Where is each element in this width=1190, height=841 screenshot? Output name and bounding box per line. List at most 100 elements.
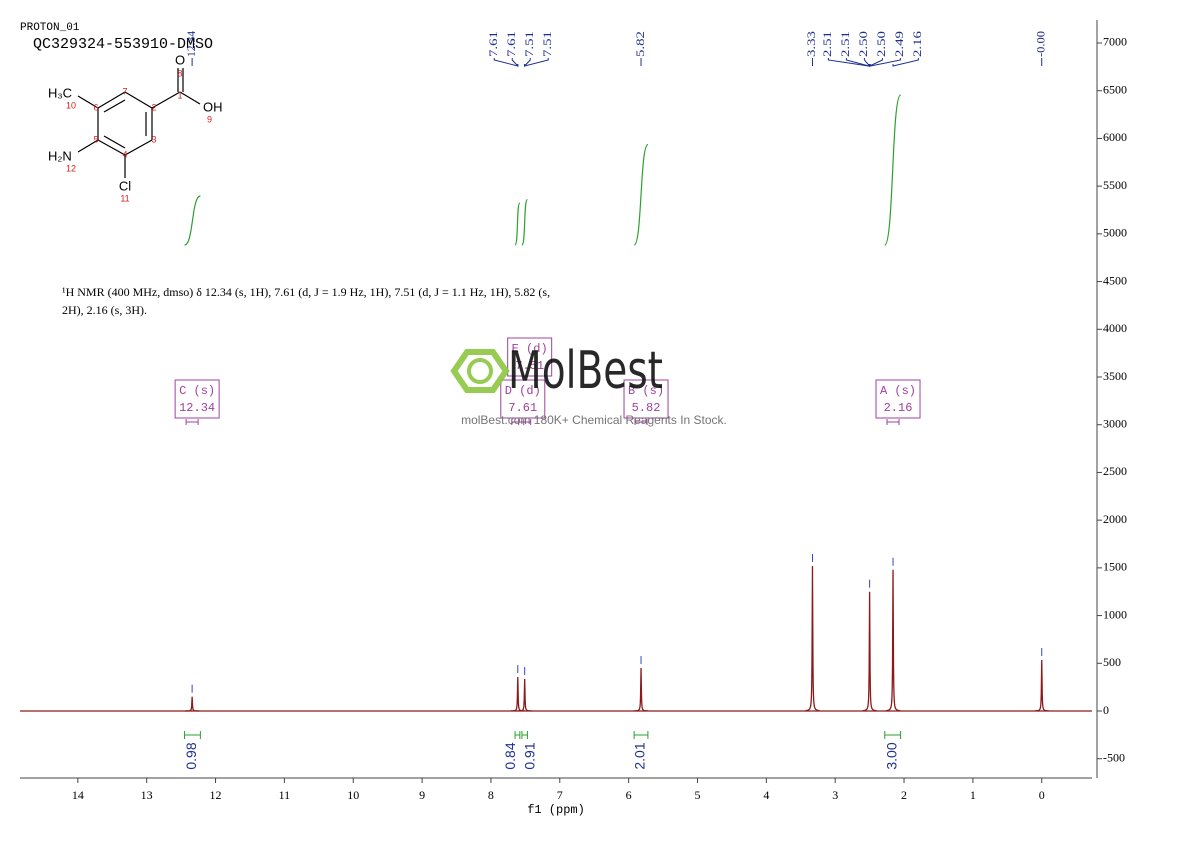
peak-label: 12.34	[184, 31, 198, 57]
integral-range	[633, 731, 649, 739]
bond	[97, 91, 126, 109]
peak-label: 7.51	[522, 31, 536, 57]
peak	[185, 696, 200, 712]
multiplet-box	[174, 379, 220, 419]
brand: MolBest	[508, 341, 663, 401]
x-tick-label: 5	[694, 788, 700, 802]
multiplet-name: A (s)	[880, 384, 916, 398]
multiplet-shift: 7.61	[508, 401, 537, 415]
tagline: molBest.com 180K+ Chemical Reagents In S…	[461, 413, 727, 427]
multiplet-shift: 7.51	[515, 359, 544, 373]
description-line: ¹H NMR (400 MHz, dmso) δ 12.34 (s, 1H), …	[62, 285, 550, 299]
integral-label: 0.84	[502, 742, 518, 769]
multiplet-shift: 2.16	[884, 401, 913, 415]
x-tick-label: 4	[763, 788, 769, 802]
peak-label: 2.49	[892, 31, 906, 57]
atom: Cl	[119, 178, 131, 193]
peak-label: 2.50	[874, 31, 888, 57]
multiplet-shift: 12.34	[179, 401, 215, 415]
atom-number: 7	[122, 86, 127, 96]
y-tick-label: 500	[1103, 655, 1121, 669]
atom-number: 8	[177, 68, 182, 78]
peak-label-leader	[892, 58, 919, 67]
peak-label-leader	[869, 58, 883, 67]
peak-label: 7.51	[540, 31, 554, 57]
peak	[1034, 659, 1049, 712]
x-tick-label: 14	[72, 788, 84, 802]
peak	[885, 569, 901, 712]
integral-range	[884, 731, 902, 739]
integral-curve	[184, 195, 201, 246]
x-axis-label: f1 (ppm)	[527, 803, 585, 817]
x-tick-label: 6	[626, 788, 632, 802]
y-tick-label: 2500	[1103, 464, 1127, 478]
atom-number: 5	[93, 134, 98, 144]
bond	[124, 91, 153, 109]
y-tick-label: 4000	[1103, 321, 1127, 335]
y-tick-label: 1500	[1103, 560, 1127, 574]
logo	[450, 349, 510, 393]
peak	[517, 679, 532, 712]
bond	[124, 139, 153, 156]
sample-name: QC329324-553910-DMSO	[33, 36, 213, 53]
watermark: MolBest molBest.com 180K+ Chemical Reage…	[450, 341, 727, 427]
atom-number: 10	[66, 100, 76, 110]
x-tick-label: 2	[901, 788, 907, 802]
peak-label-leader	[511, 58, 519, 68]
x-tick-label: 8	[488, 788, 494, 802]
integral-range	[184, 731, 201, 739]
y-tick-label: 5000	[1103, 226, 1127, 240]
peak-label: 5.82	[633, 31, 647, 57]
integral-range	[521, 731, 528, 739]
peak	[510, 677, 525, 712]
x-tick-label: 11	[279, 788, 291, 802]
bond	[103, 135, 126, 149]
multiplet-box	[507, 337, 553, 377]
peak	[862, 591, 877, 712]
integral-label: 0.98	[183, 742, 199, 769]
run-name: PROTON_01	[20, 22, 80, 34]
peak	[634, 668, 649, 712]
x-tick-label: 12	[210, 788, 222, 802]
atom-number: 2	[151, 102, 156, 112]
y-tick-label: 4500	[1103, 273, 1127, 287]
bond	[77, 139, 99, 153]
peak-label: 7.61	[486, 31, 500, 57]
atom: H₃C	[48, 85, 72, 100]
peak-label: -0.00	[1033, 31, 1047, 57]
integral-range	[514, 731, 521, 739]
atom-number: 12	[66, 163, 76, 173]
multiplet-range	[185, 419, 199, 425]
multiplet-box	[875, 379, 921, 419]
multiplet-box	[500, 379, 546, 419]
peak-label: 3.33	[804, 31, 818, 57]
integral-label: 0.91	[521, 742, 537, 769]
multiplet-range	[886, 419, 900, 425]
y-tick-label: 6000	[1103, 130, 1127, 144]
atom-number: 9	[207, 114, 212, 124]
logo	[467, 358, 493, 384]
y-tick-label: 2000	[1103, 512, 1127, 526]
peak-label: 2.50	[856, 31, 870, 57]
x-tick-label: 3	[832, 788, 838, 802]
peak-label: 7.61	[504, 31, 518, 57]
y-tick-label: 1000	[1103, 607, 1127, 621]
peak-label: 2.51	[838, 31, 852, 57]
bond	[179, 91, 201, 105]
integral-curve	[884, 94, 902, 246]
multiplet-name: B (s)	[628, 384, 664, 398]
atom-number: 1	[177, 90, 182, 100]
multiplet-shift: 5.82	[632, 401, 661, 415]
y-tick-label: 6500	[1103, 82, 1127, 96]
y-tick-label: 5500	[1103, 178, 1127, 192]
multiplet-box	[623, 379, 669, 419]
x-tick-label: 1	[970, 788, 976, 802]
structure: O OH H₃C H₂N Cl 8 9 10 6 7 2 1 3 5 4 12 …	[48, 52, 223, 203]
multiplet-range	[634, 419, 648, 425]
integral-curve	[633, 143, 649, 246]
peak-label: 2.16	[910, 31, 924, 57]
x-tick-label: 7	[557, 788, 563, 802]
x-tick-label: 9	[419, 788, 425, 802]
atom-number: 3	[151, 134, 156, 144]
